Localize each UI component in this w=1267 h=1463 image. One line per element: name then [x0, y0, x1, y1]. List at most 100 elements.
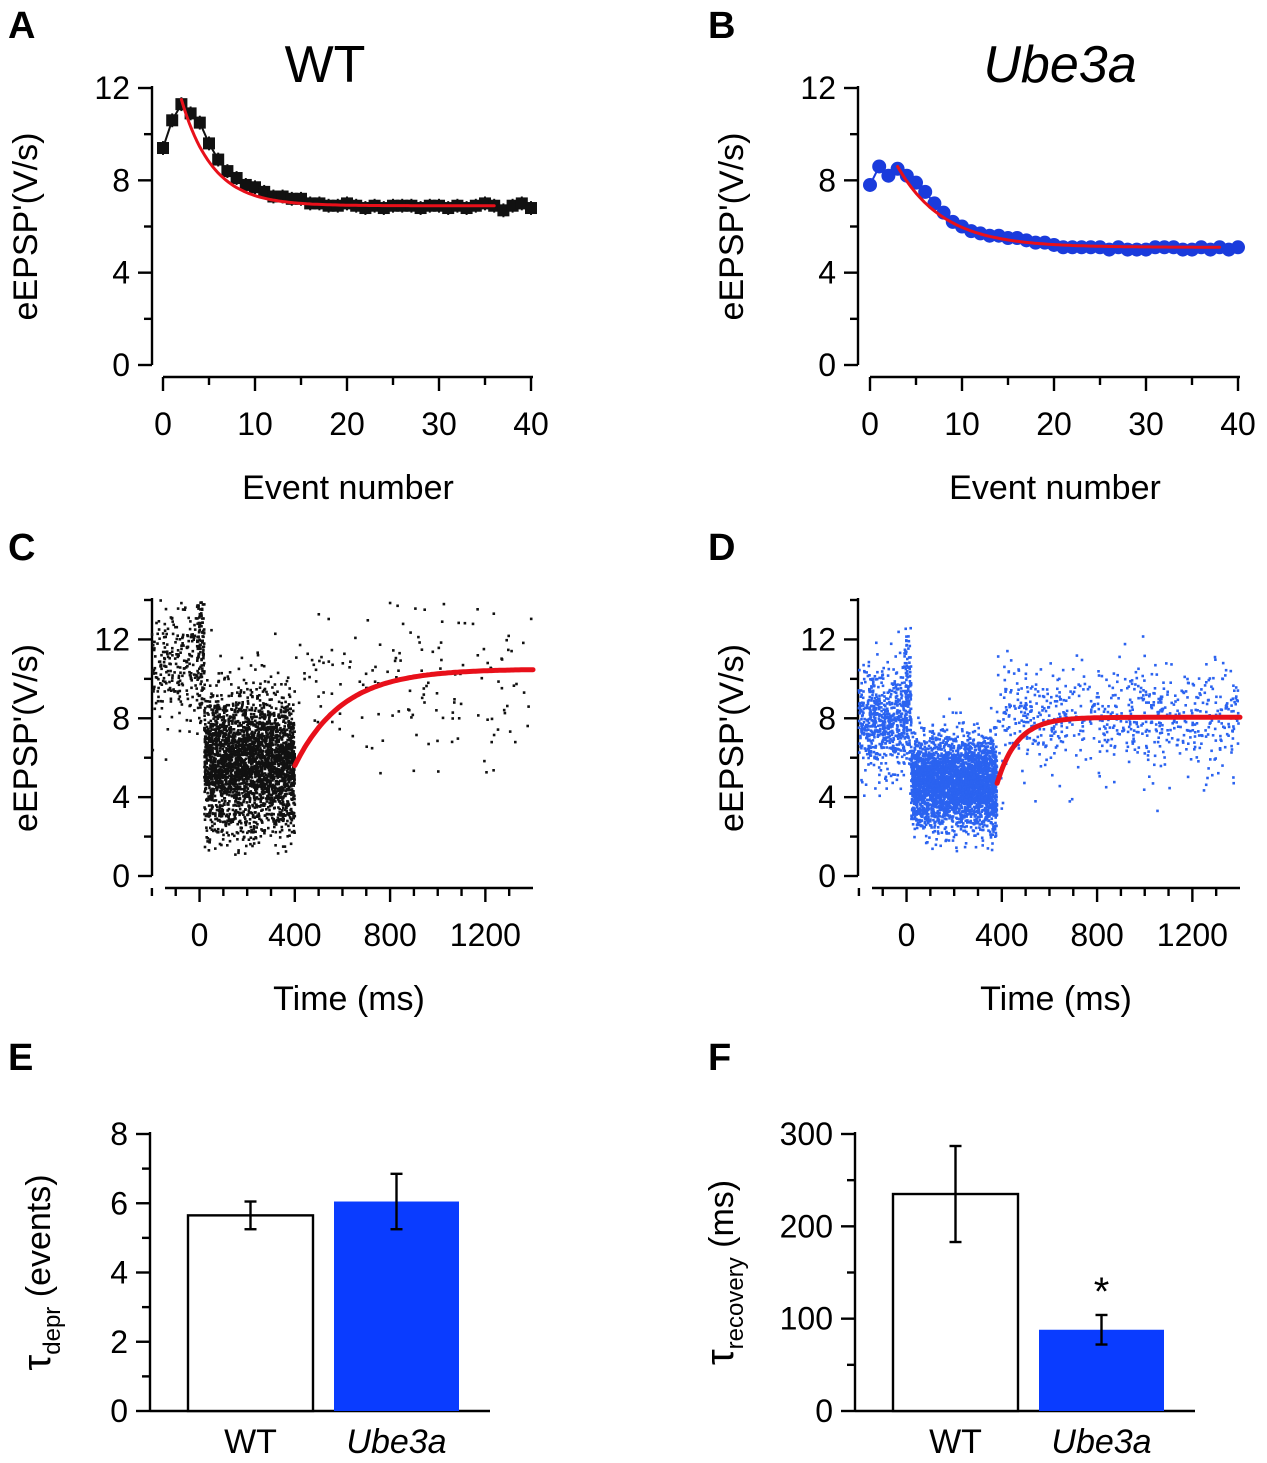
scatter-point: [208, 684, 212, 687]
scatter-point: [290, 781, 293, 785]
scatter-point: [886, 691, 890, 694]
scatter-point: [979, 755, 982, 758]
scatter-point: [243, 740, 247, 743]
scatter-point: [284, 762, 287, 766]
scatter-point: [252, 681, 255, 685]
scatter-point: [354, 636, 357, 640]
scatter-point: [254, 737, 257, 740]
scatter-point: [883, 752, 886, 756]
scatter-point: [890, 723, 893, 726]
scatter-point: [277, 714, 280, 718]
scatter-point: [226, 787, 230, 791]
scatter-point: [169, 697, 173, 701]
scatter-point: [254, 668, 257, 671]
scatter-point: [909, 692, 912, 696]
scatter-point: [878, 727, 882, 731]
scatter-point: [193, 634, 197, 638]
scatter-point: [207, 751, 210, 754]
scatter-point: [230, 694, 233, 697]
scatter-point: [261, 690, 265, 693]
scatter-point: [896, 712, 899, 715]
y-tick-label: 0: [818, 347, 836, 383]
scatter-point: [233, 708, 237, 712]
scatter-point: [242, 800, 245, 804]
scatter-point: [273, 822, 276, 826]
scatter-point: [188, 673, 192, 677]
scatter-point: [223, 797, 227, 800]
scatter-point: [203, 718, 207, 722]
scatter-point: [872, 720, 876, 724]
scatter-point: [284, 748, 288, 752]
scatter-point: [247, 752, 251, 755]
scatter-point: [228, 758, 231, 761]
scatter-point: [289, 712, 293, 716]
scatter-point: [889, 737, 892, 741]
scatter-point: [206, 700, 209, 703]
scatter-point: [225, 822, 228, 825]
scatter-point: [259, 722, 263, 725]
scatter-point: [234, 743, 238, 747]
scatter-point: [224, 782, 228, 786]
scatter-point: [232, 787, 236, 791]
scatter-point: [886, 660, 889, 664]
scatter-point: [252, 783, 255, 786]
scatter-point: [882, 736, 885, 740]
scatter-point: [278, 786, 282, 790]
x-tick-label: 1200: [450, 917, 521, 953]
scatter-point: [251, 720, 254, 724]
scatter-point: [203, 806, 206, 809]
scatter-point: [237, 694, 241, 698]
scatter-point: [237, 754, 240, 758]
scatter-point: [163, 629, 167, 632]
scatter-point: [280, 696, 284, 699]
scatter-point: [909, 626, 912, 630]
scatter-point: [244, 821, 247, 824]
scatter-point: [228, 671, 232, 674]
scatter-point: [894, 655, 897, 658]
scatter-point: [279, 770, 283, 773]
scatter-point: [895, 688, 898, 691]
scatter-point: [243, 788, 246, 792]
scatter-point: [267, 775, 270, 778]
scatter-point: [284, 721, 287, 725]
scatter-point: [908, 674, 912, 678]
scatter-point: [263, 680, 267, 683]
scatter-point: [902, 773, 906, 777]
scatter-point: [193, 628, 197, 631]
scatter-point: [218, 777, 222, 781]
x-tick-label: 10: [237, 406, 273, 442]
scatter-point: [230, 730, 233, 734]
scatter-point: [887, 731, 890, 735]
scatter-point: [887, 736, 890, 739]
scatter-point: [159, 699, 163, 703]
scatter-point: [288, 733, 291, 736]
scatter-point: [278, 734, 281, 738]
scatter-point: [181, 674, 184, 678]
scatter-point: [170, 616, 174, 620]
scatter-point: [291, 744, 295, 747]
scatter-point: [178, 689, 182, 693]
scatter-point: [240, 765, 244, 769]
scatter-point: [898, 702, 902, 706]
scatter-point: [210, 728, 213, 731]
scatter-point: [316, 720, 320, 724]
scatter-point: [198, 614, 202, 618]
scatter-point: [225, 770, 228, 774]
scatter-point: [275, 740, 278, 744]
scatter-point: [264, 750, 268, 754]
scatter-point: [266, 786, 269, 790]
scatter-point: [274, 823, 278, 826]
data-point: [203, 137, 215, 150]
scatter-point: [259, 682, 262, 686]
scatter-point: [276, 735, 279, 739]
scatter-point: [210, 769, 214, 773]
scatter-point: [220, 768, 224, 772]
scatter-point: [286, 770, 289, 774]
scatter-point: [895, 694, 899, 698]
scatter-point: [879, 769, 883, 772]
scatter-point: [867, 749, 871, 752]
scatter-point: [209, 719, 213, 723]
scatter-point: [908, 667, 911, 671]
scatter-point: [194, 684, 197, 687]
scatter-point: [249, 715, 253, 719]
